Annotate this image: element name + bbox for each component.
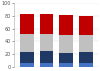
Bar — [20, 34, 34, 52]
Bar — [59, 35, 73, 53]
Bar — [40, 51, 54, 63]
Bar — [20, 14, 34, 34]
Bar — [79, 52, 93, 63]
Bar — [79, 63, 93, 67]
Bar — [20, 63, 34, 67]
Bar — [59, 63, 73, 67]
Bar — [40, 34, 54, 51]
Bar — [20, 52, 34, 63]
Bar — [59, 53, 73, 63]
Bar — [59, 15, 73, 35]
Bar — [79, 16, 93, 35]
Bar — [40, 14, 54, 34]
Bar — [40, 63, 54, 67]
Bar — [79, 35, 93, 52]
